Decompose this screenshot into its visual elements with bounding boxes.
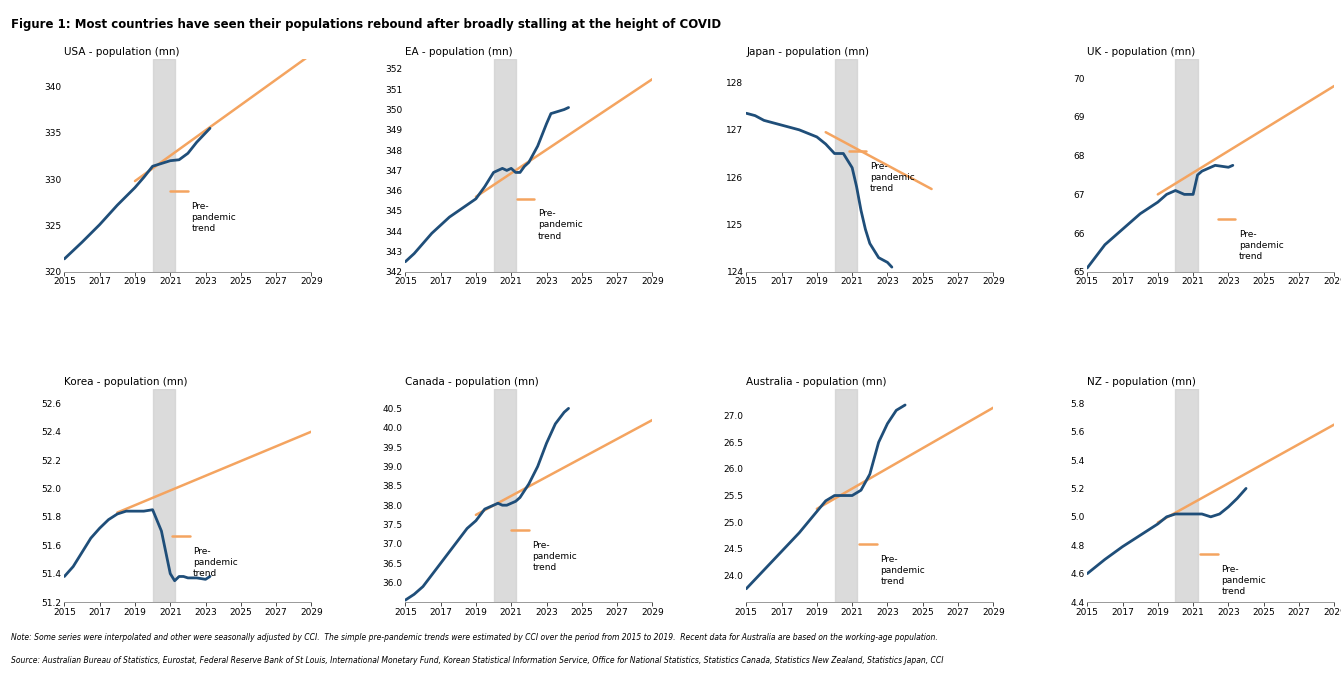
Bar: [493, 59, 516, 272]
Text: Note: Some series were interpolated and other were seasonally adjusted by CCI.  : Note: Some series were interpolated and …: [11, 633, 937, 642]
Text: Pre-
pandemic
trend: Pre- pandemic trend: [881, 555, 925, 586]
Text: NZ - population (mn): NZ - population (mn): [1088, 377, 1196, 387]
Bar: [153, 389, 174, 602]
Text: Pre-
pandemic
trend: Pre- pandemic trend: [538, 210, 582, 241]
Text: Source: Australian Bureau of Statistics, Eurostat, Federal Reserve Bank of St Lo: Source: Australian Bureau of Statistics,…: [11, 656, 943, 665]
Text: EA - population (mn): EA - population (mn): [405, 46, 514, 57]
Text: UK - population (mn): UK - population (mn): [1088, 46, 1195, 57]
Text: Pre-
pandemic
trend: Pre- pandemic trend: [1239, 230, 1283, 261]
Bar: [1176, 59, 1198, 272]
Text: Pre-
pandemic
trend: Pre- pandemic trend: [193, 547, 237, 578]
Text: Figure 1: Most countries have seen their populations rebound after broadly stall: Figure 1: Most countries have seen their…: [11, 18, 721, 31]
Text: Pre-
pandemic
trend: Pre- pandemic trend: [870, 162, 915, 193]
Bar: [834, 59, 857, 272]
Text: Pre-
pandemic
trend: Pre- pandemic trend: [1222, 565, 1266, 597]
Bar: [153, 59, 174, 272]
Text: Pre-
pandemic
trend: Pre- pandemic trend: [532, 541, 577, 572]
Bar: [834, 389, 857, 602]
Text: Pre-
pandemic
trend: Pre- pandemic trend: [192, 201, 236, 233]
Text: Korea - population (mn): Korea - population (mn): [64, 377, 188, 387]
Text: Australia - population (mn): Australia - population (mn): [747, 377, 886, 387]
Text: Canada - population (mn): Canada - population (mn): [405, 377, 539, 387]
Text: USA - population (mn): USA - population (mn): [64, 46, 180, 57]
Text: Japan - population (mn): Japan - population (mn): [747, 46, 869, 57]
Bar: [493, 389, 516, 602]
Bar: [1176, 389, 1198, 602]
